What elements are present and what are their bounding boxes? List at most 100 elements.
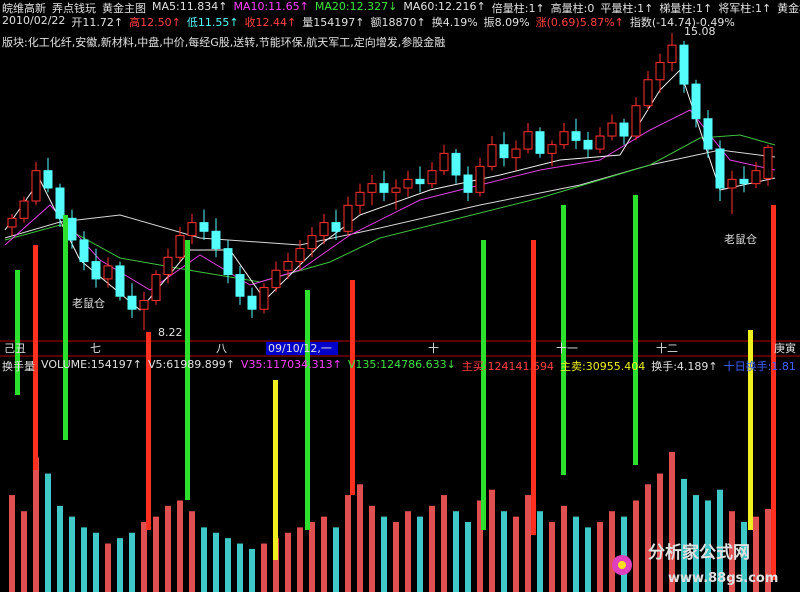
candle-body	[559, 131, 569, 146]
volume-bar	[753, 516, 759, 592]
candle-body	[343, 204, 353, 232]
volume-bar	[429, 505, 435, 592]
candle-body	[535, 131, 545, 154]
volume-bar	[609, 511, 615, 592]
time-label: 十	[428, 341, 439, 355]
indicator-item: 主卖:30955.404	[560, 360, 646, 373]
indicator-item: 换手:4.189↑	[651, 360, 718, 373]
indicator-item: V5:61989.899↑	[147, 358, 235, 371]
candle-body	[139, 300, 149, 310]
watermark: 分析家公式网 www.88gs.com	[612, 542, 778, 586]
volume-bar	[669, 452, 675, 592]
candle-body	[367, 183, 377, 193]
volume-bar	[585, 527, 591, 592]
signal-bar	[633, 195, 638, 465]
volume-bar	[153, 516, 159, 592]
header-item: 梯量柱:1↑	[659, 2, 713, 15]
volume-bar	[645, 484, 651, 592]
cursor-date-box	[266, 342, 338, 355]
signal-bar	[146, 332, 151, 530]
header-item: 量154197↑	[302, 16, 365, 29]
volume-bar	[261, 543, 267, 592]
volume-bar	[177, 500, 183, 592]
candle-body	[511, 148, 521, 159]
volume-bar	[549, 522, 555, 592]
candle-body	[55, 187, 65, 219]
candle-body	[607, 122, 617, 137]
candle-body	[175, 235, 185, 258]
candle-body	[667, 44, 677, 63]
candle-body	[655, 61, 665, 81]
candle-body	[223, 248, 233, 276]
candle-body	[571, 131, 581, 141]
candle-body	[427, 170, 437, 185]
time-axis: 己丑 七 八 09/10/12,一 十 十一 十二 庚寅	[4, 341, 796, 355]
volume-bar	[345, 495, 351, 592]
time-label: 八	[216, 342, 227, 355]
candle-body	[715, 148, 725, 189]
header-item: 指数(-14.74)-0.49%	[629, 16, 735, 29]
header-item: MA20:12.327↓	[314, 0, 398, 13]
time-label: 七	[90, 342, 101, 355]
lower-header-row: 换手量 VOLUME:154197↑ V5:61989.899↑ V35:117034…	[2, 358, 796, 374]
volume-bar	[393, 522, 399, 592]
candle-body	[403, 178, 413, 189]
header-item: MA5:11.834↑	[152, 0, 228, 13]
volume-bar	[369, 505, 375, 592]
volume-bar	[45, 473, 51, 592]
signal-bar	[771, 205, 776, 580]
volume-bar	[597, 522, 603, 592]
signal-bar	[305, 290, 310, 530]
candle-body	[19, 200, 29, 219]
signal-bar	[531, 240, 536, 535]
annotation: 老鼠仓	[72, 296, 105, 310]
candle-body	[67, 217, 77, 241]
sector: 版块:化工化纤,安徽,新材料,中盘,中价,每经G股,送转,节能环保,航天军工,定…	[2, 36, 446, 49]
candle-body	[235, 274, 245, 297]
volume-bar	[21, 511, 27, 592]
header-item: 额18870↑	[370, 16, 426, 29]
header-row: 2010/02/22 开11.72↑ 高12.50↑ 低11.55↑ 收12.44↑ 量1…	[2, 14, 735, 30]
volume-bar	[561, 505, 567, 592]
candle-body	[91, 261, 101, 280]
candle-body	[499, 144, 509, 159]
volume-bar	[513, 516, 519, 592]
candle-body	[307, 235, 317, 250]
volume-bar	[201, 527, 207, 592]
candle-body	[751, 170, 761, 185]
candle-body	[631, 105, 641, 137]
volume-bar	[225, 538, 231, 592]
volume-bar	[417, 516, 423, 592]
candle-body	[259, 287, 269, 310]
ma60-line	[4, 149, 776, 246]
indicator-item: V135:124786.633↓	[347, 358, 456, 371]
header-item: 换4.19%	[431, 16, 478, 29]
candle-body	[127, 295, 137, 310]
header-item: 高量柱:0	[550, 2, 595, 15]
candle-body	[679, 44, 689, 85]
candle-body	[391, 187, 401, 193]
indicator-item: VOLUME:154197↑	[41, 358, 142, 371]
volume-bar	[681, 478, 687, 592]
volume-bar	[105, 543, 111, 592]
signal-bar	[273, 380, 278, 560]
logo-center	[618, 561, 626, 569]
candle-body	[151, 274, 161, 302]
indicator-item: 十日换手:1.81	[723, 360, 796, 373]
candle-body	[415, 178, 425, 185]
candle-body	[331, 222, 341, 232]
candle-body	[463, 174, 473, 193]
candle-body	[283, 261, 293, 271]
header-item: MA60:12.216↑	[403, 0, 486, 13]
volume-bar	[309, 522, 315, 592]
volume-bar	[621, 516, 627, 592]
candle-body	[703, 118, 713, 150]
volume-bar	[573, 516, 579, 592]
candle-body	[163, 256, 173, 276]
candle-body	[79, 239, 89, 263]
candle-body	[739, 178, 749, 185]
candle-body	[247, 295, 257, 310]
header-item: 将军柱:1↑	[718, 2, 772, 15]
volume-bar	[441, 495, 447, 592]
